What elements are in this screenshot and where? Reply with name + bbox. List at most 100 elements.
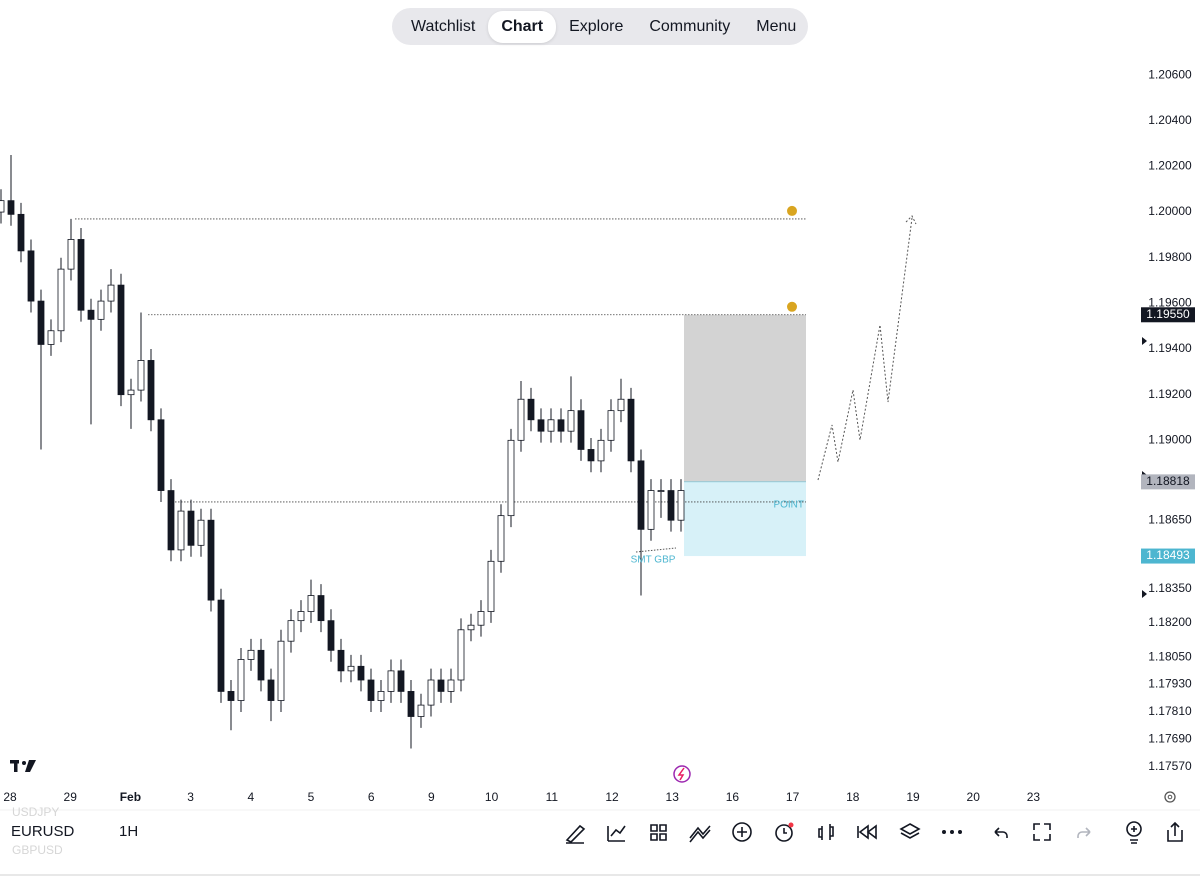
price-marker-label: 1.19550: [1146, 307, 1190, 321]
target-zone: [684, 314, 806, 482]
y-tick-label: 1.19000: [1148, 432, 1192, 446]
x-tick-label: 13: [666, 790, 680, 804]
candle-body: [0, 200, 5, 213]
x-tick-label: 18: [846, 790, 860, 804]
candle-body: [97, 300, 105, 320]
candle-body: [577, 410, 585, 450]
y-tick-label: 1.20200: [1148, 159, 1192, 173]
candle-body: [657, 490, 665, 492]
y-tick-label: 1.17930: [1148, 677, 1192, 691]
candle-body: [27, 250, 35, 302]
annotation: POINT: [773, 500, 804, 511]
share[interactable]: [1167, 821, 1183, 842]
x-tick-label: 29: [64, 790, 78, 804]
candle-body: [287, 620, 295, 642]
candle-body: [447, 679, 455, 692]
x-tick-label: 28: [3, 790, 17, 804]
candle-body: [487, 560, 495, 612]
candle-body: [37, 300, 45, 345]
candle-body: [327, 620, 335, 651]
price-marker-label: 1.18818: [1146, 474, 1190, 488]
candle-body: [107, 284, 115, 302]
candle-body: [627, 398, 635, 462]
layers[interactable]: [899, 823, 921, 839]
y-tick-label: 1.17690: [1148, 732, 1192, 746]
candle-body: [647, 490, 655, 530]
y-tick-label: 1.18350: [1148, 581, 1192, 595]
candle-body: [507, 439, 515, 517]
candle-body: [477, 611, 485, 626]
x-tick-label: 6: [368, 790, 375, 804]
y-tick-label: 1.19400: [1148, 341, 1192, 355]
draw-tool[interactable]: [565, 824, 586, 844]
candle-body: [147, 360, 155, 421]
x-tick-label: 19: [906, 790, 920, 804]
top-nav: Watchlist Chart Explore Community Menu: [392, 8, 808, 45]
y-tick-label: 1.18050: [1148, 649, 1192, 663]
candle-body: [567, 410, 575, 432]
more[interactable]: [942, 830, 962, 834]
candle-body: [207, 519, 215, 601]
y-tick-label: 1.18650: [1148, 512, 1192, 526]
target-icon: [787, 301, 797, 312]
candle-body: [517, 398, 525, 441]
price-marker: [1141, 307, 1195, 323]
candle-body: [587, 449, 595, 462]
x-tick-label: 5: [308, 790, 315, 804]
candle-body: [77, 239, 85, 311]
candle-body: [177, 510, 185, 551]
compare[interactable]: [689, 825, 711, 843]
x-tick-label: 17: [786, 790, 800, 804]
candle-body: [307, 595, 315, 612]
candle-body: [57, 268, 65, 332]
settings-icon[interactable]: [1164, 791, 1176, 803]
candle-body: [127, 389, 135, 396]
y-tick-label: 1.18200: [1148, 615, 1192, 629]
candle-body: [257, 649, 265, 681]
entry-zone: [684, 481, 806, 557]
x-tick-label: 10: [485, 790, 499, 804]
symbol-faded: GBPUSD: [12, 843, 63, 857]
layouts[interactable]: [650, 824, 667, 841]
y-tick-label: 1.17810: [1148, 704, 1192, 718]
candle-body: [617, 398, 625, 412]
replay[interactable]: [857, 824, 877, 840]
candle-body: [457, 629, 465, 681]
projection-path: [817, 215, 917, 481]
x-tick-label: 3: [187, 790, 194, 804]
candle-body: [197, 519, 205, 546]
nav-tab[interactable]: Explore: [569, 17, 624, 35]
candle-body: [417, 704, 425, 717]
candle-body: [557, 419, 565, 432]
nav-tab[interactable]: Community: [649, 17, 731, 35]
nav-tab[interactable]: Chart: [488, 10, 557, 43]
replay-icon[interactable]: [673, 765, 691, 783]
candle-body: [7, 200, 15, 215]
candle-body: [247, 649, 255, 660]
candle-body: [277, 640, 285, 701]
candle-body: [357, 665, 365, 681]
alert[interactable]: [775, 822, 794, 842]
candle-body: [347, 665, 355, 672]
add[interactable]: [732, 822, 752, 842]
redo[interactable]: [1077, 827, 1091, 838]
x-tick-label: 16: [726, 790, 740, 804]
chart-type[interactable]: [818, 824, 834, 840]
ideas[interactable]: [1126, 821, 1142, 844]
undo[interactable]: [994, 827, 1008, 838]
interval[interactable]: 1H: [119, 823, 138, 840]
indicators[interactable]: [607, 825, 626, 842]
symbol[interactable]: EURUSD: [11, 823, 75, 840]
y-tick-label: 1.19800: [1148, 250, 1192, 264]
y-tick-label: 1.20000: [1148, 204, 1192, 218]
candle-body: [497, 515, 505, 562]
candle-body: [677, 490, 685, 521]
candle-body: [117, 284, 125, 396]
nav-tab[interactable]: Watchlist: [411, 17, 476, 35]
tv-logo: [10, 760, 36, 772]
candle-body: [317, 595, 325, 622]
nav-tab[interactable]: Menu: [756, 17, 797, 35]
candle-body: [437, 679, 445, 692]
fullscreen[interactable]: [1033, 823, 1051, 841]
